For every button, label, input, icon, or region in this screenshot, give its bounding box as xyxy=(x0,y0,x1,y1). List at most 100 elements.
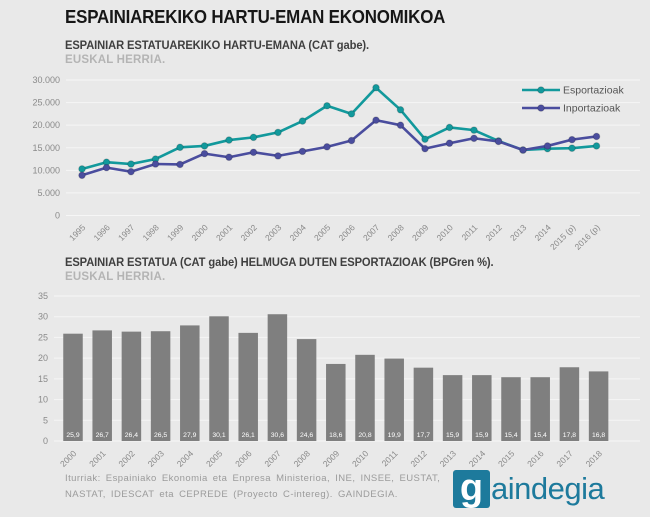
x-tick-label: 2006 xyxy=(336,222,357,243)
x-tick-label: 1999 xyxy=(165,222,186,243)
x-tick-label: 2001 xyxy=(87,448,108,469)
x-tick-label: 2006 xyxy=(233,448,254,469)
data-point xyxy=(347,110,356,118)
bar-chart: 0 5 10 15 20 25 30 35 25,9 2000 26,7 2001 26,4 2002 26… xyxy=(38,291,640,469)
data-point xyxy=(568,135,576,144)
data-point xyxy=(176,143,184,152)
series-line-esportazioak xyxy=(81,86,597,171)
sources-line-2: NASTAT, IDESCAT eta CEPREDE (Proyecto C-… xyxy=(65,489,398,500)
bar-value-label: 17,8 xyxy=(563,432,576,439)
x-tick-label: 2016 xyxy=(525,448,546,469)
y-tick-label: 10 xyxy=(38,395,48,405)
data-point xyxy=(225,153,233,162)
bar-value-label: 26,4 xyxy=(125,432,138,439)
x-tick-label: 2016 (p) xyxy=(572,222,602,252)
x-tick-label: 2009 xyxy=(410,222,431,243)
sources-line-1: Iturriak: Espainiako Ekonomia eta Enpres… xyxy=(65,473,441,484)
data-point xyxy=(470,126,478,134)
data-point xyxy=(127,167,135,176)
bar xyxy=(92,330,112,441)
x-tick-label: 2002 xyxy=(238,222,259,243)
data-point xyxy=(421,135,429,143)
data-point xyxy=(372,83,380,92)
y-tick-label: 15.000 xyxy=(32,143,60,153)
x-tick-label: 2013 xyxy=(508,222,529,243)
bar-value-label: 16,8 xyxy=(592,432,605,439)
bar-value-label: 26,1 xyxy=(242,432,255,439)
bar-value-label: 30,1 xyxy=(212,432,225,439)
data-point xyxy=(249,133,258,142)
data-point xyxy=(543,142,552,150)
data-point xyxy=(347,136,356,145)
x-tick-label: 2013 xyxy=(438,448,459,469)
x-tick-label: 1997 xyxy=(116,222,137,243)
data-point xyxy=(396,106,405,114)
data-point xyxy=(200,149,209,158)
data-point xyxy=(372,116,380,124)
y-tick-label: 25.000 xyxy=(32,98,60,108)
y-tick-label: 15 xyxy=(38,374,48,384)
data-point xyxy=(592,142,601,150)
y-tick-label: 25 xyxy=(38,332,48,342)
x-tick-label: 2007 xyxy=(262,448,283,469)
data-point xyxy=(225,136,233,144)
x-tick-label: 1996 xyxy=(91,222,112,243)
x-tick-label: 2018 xyxy=(584,448,605,469)
x-tick-label: 2002 xyxy=(116,448,137,469)
bar-value-label: 15,9 xyxy=(446,432,459,439)
legend-item-esportazioak: Esportazioak xyxy=(522,85,624,97)
logo-wordmark: aindegia xyxy=(491,471,605,506)
bar xyxy=(413,367,434,441)
bar-value-label: 19,9 xyxy=(388,432,401,439)
x-tick-label: 2000 xyxy=(58,448,79,469)
data-point xyxy=(249,148,258,157)
bar-value-label: 15,4 xyxy=(534,432,547,439)
x-tick-label: 2004 xyxy=(175,448,196,469)
bar-value-label: 17,7 xyxy=(417,432,430,439)
data-point xyxy=(519,146,527,154)
bar-value-label: 26,7 xyxy=(96,432,109,439)
bar-value-label: 24,6 xyxy=(300,432,313,439)
bar xyxy=(355,354,375,441)
y-tick-label: 20.000 xyxy=(32,120,60,130)
bar-value-label: 30,6 xyxy=(271,432,284,439)
bar xyxy=(63,333,83,441)
bar xyxy=(150,331,171,441)
data-point xyxy=(298,117,307,125)
bar-value-label: 20,8 xyxy=(358,432,371,439)
y-tick-label: 0 xyxy=(43,436,48,446)
bar xyxy=(501,377,521,441)
data-point xyxy=(102,163,111,172)
page-title: ESPAINIAREKIKO HARTU-EMAN EKONOMIKOA xyxy=(65,7,446,27)
y-tick-label: 35 xyxy=(38,291,48,301)
data-point xyxy=(323,101,331,110)
x-tick-label: 2004 xyxy=(287,222,308,243)
x-tick-label: 2008 xyxy=(385,222,406,243)
data-point xyxy=(200,142,209,150)
bar xyxy=(588,371,609,441)
data-point xyxy=(445,123,454,132)
bar-chart-region-label: EUSKAL HERRIA. xyxy=(65,271,166,283)
x-tick-label: 2005 xyxy=(204,448,225,469)
data-point xyxy=(298,147,307,156)
bar xyxy=(442,375,463,441)
line-chart: 0 5.000 10.000 15.000 20.000 25.000 30.000 1995… xyxy=(32,75,640,252)
x-tick-label: 2011 xyxy=(380,448,400,468)
bar xyxy=(267,314,288,441)
data-point xyxy=(274,128,282,137)
x-tick-label: 1995 xyxy=(67,222,88,243)
y-tick-label: 5.000 xyxy=(37,188,60,198)
x-tick-label: 2015 (p) xyxy=(548,222,578,252)
bar xyxy=(472,375,492,441)
bar xyxy=(559,367,580,441)
x-tick-label: 2009 xyxy=(321,448,342,469)
x-tick-label: 2003 xyxy=(146,448,167,469)
y-tick-label: 30.000 xyxy=(32,75,60,85)
legend-marker xyxy=(537,104,545,112)
x-tick-label: 2015 xyxy=(496,448,517,469)
data-point xyxy=(421,144,429,153)
x-tick-label: 2012 xyxy=(483,222,504,243)
x-tick-label: 2001 xyxy=(214,222,235,243)
data-point xyxy=(470,134,478,143)
data-point xyxy=(396,121,405,129)
